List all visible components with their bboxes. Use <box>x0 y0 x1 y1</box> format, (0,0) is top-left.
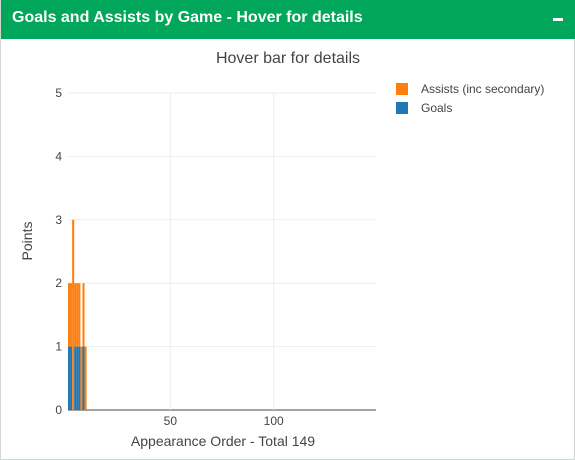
chart-title: Hover bar for details <box>216 50 360 67</box>
x-tick-label: 100 <box>264 414 284 428</box>
y-tick-label: 4 <box>55 149 62 163</box>
goals-assists-chart: Hover bar for details 50 100 0 1 2 3 4 5 Appea… <box>19 50 544 449</box>
legend-item-goals[interactable]: Goals <box>396 101 452 115</box>
assists-bar[interactable] <box>72 219 75 410</box>
y-axis-ticks: 0 1 2 3 4 5 <box>55 86 62 417</box>
minus-icon[interactable] <box>550 10 568 28</box>
assists-bar[interactable] <box>82 283 85 347</box>
legend-label: Assists (inc secondary) <box>421 82 544 96</box>
gridlines <box>68 92 376 411</box>
goals-bar[interactable] <box>76 346 79 410</box>
x-axis-title: Appearance Order - Total 149 <box>131 433 315 449</box>
y-tick-label: 2 <box>55 276 62 290</box>
x-tick-label: 50 <box>164 414 178 428</box>
legend-swatch <box>396 83 408 95</box>
legend-swatch <box>396 102 408 114</box>
legend[interactable]: Assists (inc secondary) Goals <box>396 82 544 115</box>
y-axis-title: Points <box>19 222 35 261</box>
panel-header: Goals and Assists by Game - Hover for de… <box>1 0 575 39</box>
bars[interactable] <box>68 219 87 410</box>
assists-bar[interactable] <box>76 283 79 347</box>
goals-bar[interactable] <box>70 346 73 410</box>
assists-bar[interactable] <box>68 283 71 347</box>
y-tick-label: 0 <box>55 403 62 417</box>
legend-label: Goals <box>421 101 452 115</box>
assists-bar[interactable] <box>74 283 77 347</box>
y-tick-label: 5 <box>55 86 62 100</box>
goals-bar[interactable] <box>68 346 71 410</box>
assists-bar[interactable] <box>84 346 87 410</box>
panel-title: Goals and Assists by Game - Hover for de… <box>12 9 363 26</box>
goals-bar[interactable] <box>78 346 81 410</box>
goals-bar[interactable] <box>74 346 77 410</box>
legend-item-assists[interactable]: Assists (inc secondary) <box>396 82 544 96</box>
assists-bar[interactable] <box>70 283 73 347</box>
y-tick-label: 3 <box>55 213 62 227</box>
y-tick-label: 1 <box>55 340 62 354</box>
assists-bar[interactable] <box>78 283 81 347</box>
assists-bar[interactable] <box>80 346 83 410</box>
goals-bar[interactable] <box>82 346 85 410</box>
x-axis-ticks: 50 100 <box>164 414 284 428</box>
